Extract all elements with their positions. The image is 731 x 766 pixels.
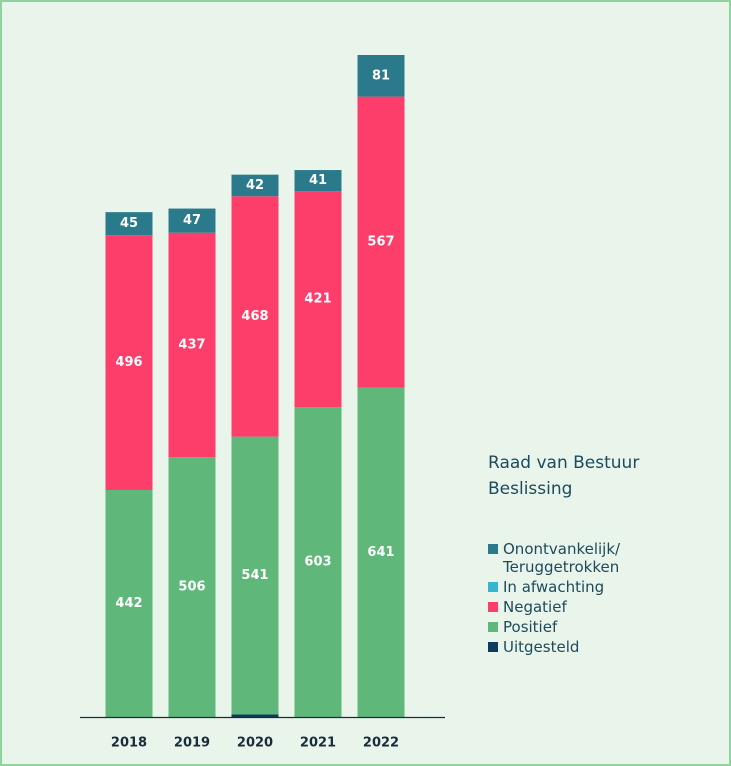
bar-segment [294,191,342,408]
legend-label: Positief [503,618,558,636]
bar-segment [168,208,216,233]
bar-segment [168,232,216,458]
bar-segment [357,387,405,717]
legend-item: In afwachting [488,578,678,596]
x-tick-label: 2022 [363,736,399,751]
data-label: 437 [178,337,205,352]
legend-swatch [488,622,498,632]
data-label: 496 [115,355,142,370]
data-label: 567 [367,235,394,250]
x-tick-label: 2019 [174,736,210,751]
bar-segment [105,235,153,490]
data-label: 47 [183,213,201,228]
data-label: 81 [372,68,390,83]
legend-item: Negatief [488,598,678,616]
legend: Raad van Bestuur Beslissing Onontvankeli… [488,450,678,658]
bar-segment [105,212,153,236]
data-label: 506 [178,580,205,595]
data-label: 421 [304,292,331,307]
legend-swatch [488,642,498,652]
data-label: 41 [309,173,327,188]
x-tick-label: 2021 [300,736,336,751]
data-label: 45 [120,216,138,231]
legend-label: In afwachting [503,578,605,596]
legend-item: Onontvankelijk/ Teruggetrokken [488,540,678,576]
bar-segment [168,457,216,717]
legend-swatch [488,582,498,592]
legend-title: Raad van Bestuur Beslissing [488,453,640,499]
bar-segment [231,714,279,717]
bar-segment [357,96,405,388]
bar-segment [105,489,153,717]
bar-segment [231,196,279,437]
bar-segment [294,170,342,192]
x-tick-label: 2018 [111,736,147,751]
legend-swatch [488,544,498,554]
bar-segment [294,407,342,717]
bar-segment [231,436,279,715]
data-label: 468 [241,309,268,324]
data-label: 42 [246,178,264,193]
legend-swatch [488,602,498,612]
legend-label: Negatief [503,598,567,616]
data-label: 442 [115,596,142,611]
x-tick-label: 2020 [237,736,273,751]
bar-segment [357,55,405,97]
legend-label: Onontvankelijk/ Teruggetrokken [503,540,621,576]
data-label: 603 [304,555,331,570]
data-label: 641 [367,545,394,560]
bar-segment [231,174,279,197]
legend-item: Positief [488,618,678,636]
legend-item: Uitgesteld [488,638,678,656]
legend-label: Uitgesteld [503,638,580,656]
data-label: 541 [241,568,268,583]
